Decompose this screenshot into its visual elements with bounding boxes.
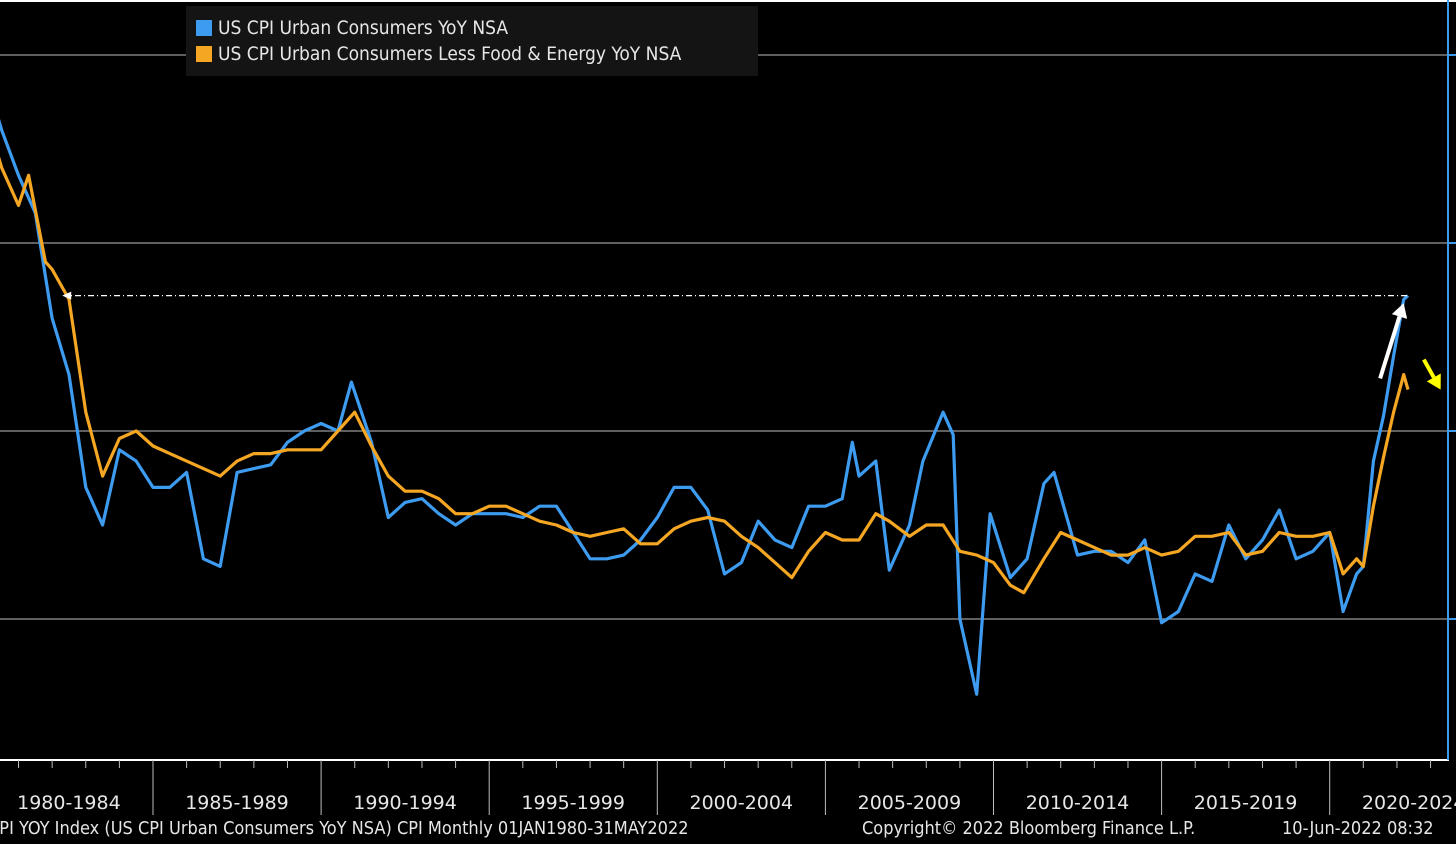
legend-item-core-cpi: US CPI Urban Consumers Less Food & Energ… bbox=[196, 43, 681, 65]
x-tick-label: 1995-1999 bbox=[521, 792, 625, 814]
core-cpi-series-line bbox=[0, 156, 1410, 595]
legend-label-core-cpi: US CPI Urban Consumers Less Food & Energ… bbox=[218, 43, 682, 65]
legend: US CPI Urban Consumers YoY NSA US CPI Ur… bbox=[186, 6, 758, 76]
arrow-left-icon bbox=[62, 291, 72, 300]
x-tick-label: 2000-2004 bbox=[690, 792, 794, 814]
plot-frame bbox=[0, 0, 1449, 761]
x-tick-label: 2020-2024 bbox=[1362, 792, 1456, 814]
x-tick-label: 1980-1984 bbox=[17, 792, 121, 814]
footer-copyright: Copyright© 2022 Bloomberg Finance L.P. bbox=[862, 818, 1196, 839]
legend-swatch-core-cpi bbox=[196, 46, 212, 62]
legend-label-cpi: US CPI Urban Consumers YoY NSA bbox=[218, 17, 509, 39]
white-arrow-shaft bbox=[1378, 315, 1402, 379]
arrow-up-icon bbox=[1391, 303, 1408, 319]
x-tick-label: 2015-2019 bbox=[1194, 792, 1298, 814]
x-tick-label: 1985-1989 bbox=[185, 792, 289, 814]
legend-item-cpi: US CPI Urban Consumers YoY NSA bbox=[196, 17, 508, 39]
x-tick-label: 1990-1994 bbox=[353, 792, 457, 814]
x-tick-label: 2010-2014 bbox=[1026, 792, 1130, 814]
footer-source: CPI YOY Index (US CPI Urban Consumers Yo… bbox=[0, 818, 689, 839]
footer-timestamp: 10-Jun-2022 08:32 bbox=[1282, 818, 1434, 839]
legend-swatch-cpi bbox=[196, 20, 212, 36]
yellow-arrow-shaft bbox=[1422, 358, 1436, 379]
x-tick-label: 2005-2009 bbox=[858, 792, 962, 814]
cpi-series-line bbox=[0, 118, 1410, 696]
arrow-down-icon bbox=[1426, 373, 1441, 390]
